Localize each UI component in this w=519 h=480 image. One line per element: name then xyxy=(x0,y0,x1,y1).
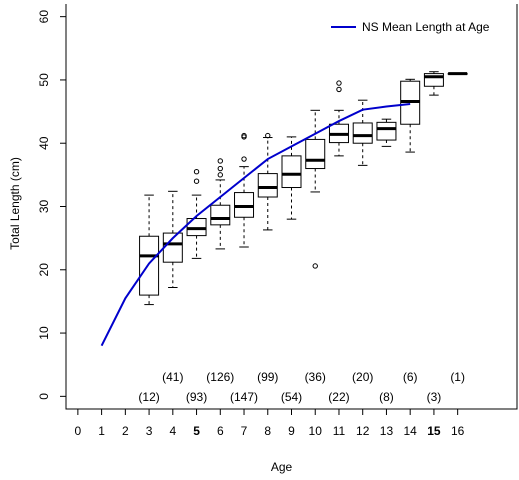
outlier-point xyxy=(265,132,271,139)
box-age-4 xyxy=(162,190,183,288)
box-age-12 xyxy=(352,99,373,166)
y-tick-label: 50 xyxy=(37,73,51,87)
x-tick-label: 14 xyxy=(404,424,418,438)
x-tick-label: 15 xyxy=(427,424,441,438)
box xyxy=(352,122,373,144)
box-age-6 xyxy=(210,158,231,250)
sample-size-label: (12) xyxy=(138,390,159,404)
box xyxy=(139,235,160,296)
box xyxy=(234,192,255,218)
y-tick-label: 0 xyxy=(37,393,51,400)
box xyxy=(281,155,302,189)
sample-size-label: (6) xyxy=(403,370,418,384)
box-age-16 xyxy=(447,72,468,76)
box-age-13 xyxy=(376,118,397,147)
x-tick-label: 3 xyxy=(146,424,153,438)
x-tick-label: 2 xyxy=(122,424,129,438)
box-age-10 xyxy=(305,109,326,269)
box-age-15 xyxy=(423,71,444,96)
sample-size-label: (20) xyxy=(352,370,373,384)
y-tick-label: 20 xyxy=(37,263,51,277)
x-tick-label: 16 xyxy=(451,424,465,438)
outlier-point xyxy=(241,132,247,139)
mean-line-group xyxy=(100,102,411,347)
box xyxy=(257,173,278,198)
outlier-point xyxy=(217,165,223,172)
legend: NS Mean Length at Age xyxy=(331,20,490,34)
y-axis-label: Total Length (cm) xyxy=(8,157,22,250)
box-age-7 xyxy=(234,132,255,248)
sample-size-label: (93) xyxy=(186,390,207,404)
x-tick-label: 9 xyxy=(288,424,295,438)
box xyxy=(186,218,207,237)
x-tick-label: 8 xyxy=(264,424,271,438)
y-tick-label: 10 xyxy=(37,326,51,340)
box-age-8 xyxy=(257,132,278,231)
mean-length-line xyxy=(100,102,411,347)
x-tick-label: 0 xyxy=(75,424,82,438)
box xyxy=(210,204,231,226)
outlier-point xyxy=(336,86,342,93)
y-tick-label: 60 xyxy=(37,10,51,24)
legend-label: NS Mean Length at Age xyxy=(362,20,490,34)
sample-size-label: (41) xyxy=(162,370,183,384)
box xyxy=(376,121,397,141)
box-age-3 xyxy=(139,194,160,306)
x-tick-label: 4 xyxy=(169,424,176,438)
outlier-point xyxy=(312,263,318,269)
x-tick-label: 13 xyxy=(380,424,394,438)
boxes xyxy=(139,71,468,306)
x-tick-label: 12 xyxy=(356,424,370,438)
box-age-14 xyxy=(400,78,421,153)
x-tick-label: 6 xyxy=(217,424,224,438)
box-age-9 xyxy=(281,136,302,220)
outlier-point xyxy=(336,80,342,86)
x-tick-label: 10 xyxy=(309,424,323,438)
box-age-11 xyxy=(328,80,349,157)
sample-size-label: (3) xyxy=(427,390,442,404)
sample-size-label: (1) xyxy=(450,370,465,384)
sample-size-label: (22) xyxy=(328,390,349,404)
sample-size-label: (54) xyxy=(281,390,302,404)
outlier-point xyxy=(193,168,200,175)
sample-size-label: (36) xyxy=(305,370,326,384)
box-age-5 xyxy=(186,168,207,259)
x-tick-label: 7 xyxy=(241,424,248,438)
outlier-point xyxy=(193,178,200,184)
sample-size-label: (147) xyxy=(230,390,258,404)
outlier-point xyxy=(241,156,247,162)
x-axis-label: Age xyxy=(271,460,293,474)
sample-size-labels: (12)(41)(93) (126) (147) (99)(54)(36)(22)(2… xyxy=(138,370,465,404)
x-tick-label: 5 xyxy=(193,424,200,438)
x-tick-label: 1 xyxy=(98,424,105,438)
sample-size-label: (99) xyxy=(257,370,278,384)
y-tick-label: 40 xyxy=(37,136,51,150)
sample-size-label: (126) xyxy=(206,370,234,384)
y-tick-label: 30 xyxy=(37,200,51,214)
outlier-point xyxy=(217,158,223,164)
outlier-point xyxy=(217,172,223,178)
box xyxy=(305,138,326,170)
sample-size-label: (8) xyxy=(379,390,394,404)
x-tick-label: 11 xyxy=(333,424,346,438)
